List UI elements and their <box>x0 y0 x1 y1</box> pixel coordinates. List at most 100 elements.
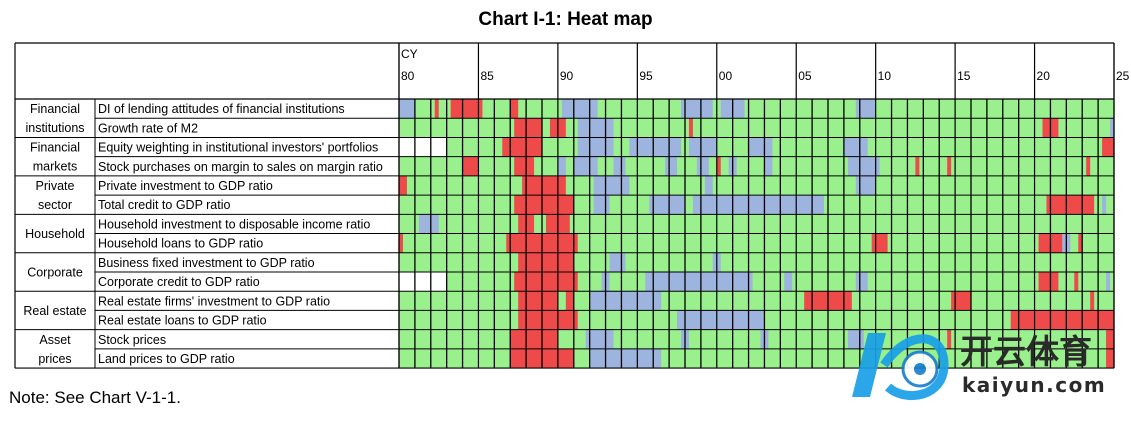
cell-blue <box>418 214 439 234</box>
group-label: Real estate <box>23 304 86 318</box>
row-label: Private investment to GDP ratio <box>98 179 273 193</box>
group-label: sector <box>38 198 72 212</box>
group-label: Corporate <box>27 265 83 279</box>
group-label: Private <box>36 179 75 193</box>
cell-green <box>399 175 1114 196</box>
watermark-brand-cn: 开云体育 <box>960 332 1092 371</box>
cell-red <box>1086 156 1091 176</box>
row-label: Business fixed investment to GDP ratio <box>98 256 315 270</box>
heat-map-grid <box>14 42 1115 369</box>
cell-blue <box>855 175 876 196</box>
cell-red <box>1010 310 1114 330</box>
cell-blue <box>609 252 626 272</box>
cell-red <box>1090 291 1095 311</box>
row-label: Stock purchases on margin to sales on ma… <box>98 160 383 174</box>
cell-blue <box>629 137 682 157</box>
year-tick-label: 10 <box>878 69 892 83</box>
cell-green <box>399 214 1114 234</box>
cell-blue <box>677 310 765 330</box>
cell-green <box>399 291 1114 311</box>
heat-map-labels: CY 80 85 90 95 00 05 10 15 20 25 DI of lending atti… <box>23 47 1129 366</box>
group-label: Financial <box>30 102 80 116</box>
cell-blue <box>561 99 598 119</box>
row-label: Household loans to GDP ratio <box>98 237 263 251</box>
group-label: Asset <box>39 333 71 347</box>
cell-red <box>1102 137 1114 157</box>
cell-red <box>522 175 566 196</box>
year-tick-label: 95 <box>639 69 653 83</box>
cell-red <box>502 137 542 157</box>
row-label: Land prices to GDP ratio <box>98 352 235 366</box>
row-label: DI of lending attitudes of financial ins… <box>98 102 345 116</box>
cell-red <box>434 99 439 119</box>
row-label: Household investment to disposable incom… <box>98 217 370 231</box>
cell-red <box>1046 195 1095 215</box>
cell-red <box>399 233 403 253</box>
year-tick-label: 85 <box>480 69 494 83</box>
cell-blue <box>645 271 753 292</box>
row-label: Total credit to GDP ratio <box>98 198 231 212</box>
cell-blue <box>399 99 415 119</box>
cell-blue <box>784 271 793 292</box>
cell-blue <box>557 156 566 176</box>
cell-red <box>462 156 479 176</box>
group-label: Household <box>25 227 85 241</box>
cell-red <box>514 195 574 215</box>
cell-red <box>915 156 920 176</box>
cell-red <box>510 99 519 119</box>
cell-red <box>1038 271 1059 292</box>
year-tick-label: 80 <box>401 69 415 83</box>
cell-red <box>450 99 483 119</box>
kaiyun-watermark-logo: 开云体育 kaiyun.com <box>852 332 1106 400</box>
cell-blue <box>613 156 626 176</box>
row-label: Equity weighting in institutional invest… <box>98 141 378 155</box>
cell-blue <box>593 195 610 215</box>
watermark-brand-en: kaiyun.com <box>962 373 1106 397</box>
cell-red <box>514 156 535 176</box>
cell-red <box>947 329 952 349</box>
cell-green <box>399 156 1114 176</box>
cell-blue <box>577 118 614 138</box>
cell-red <box>871 233 888 253</box>
cell-red <box>951 291 971 311</box>
year-tick-label: 15 <box>957 69 971 83</box>
cell-blue <box>1110 118 1114 138</box>
cell-blue <box>585 329 614 349</box>
cell-red <box>518 310 578 330</box>
cell-blue <box>649 195 685 215</box>
cell-red <box>518 252 574 272</box>
cell-blue <box>593 175 630 196</box>
cell-blue <box>855 99 876 119</box>
year-tick-label: 20 <box>1037 69 1051 83</box>
cell-red <box>947 156 952 176</box>
chart-title: Chart I-1: Heat map <box>478 9 653 30</box>
row-label: Growth rate of M2 <box>98 121 198 135</box>
year-tick-label: 90 <box>560 69 574 83</box>
cell-blue <box>764 156 773 176</box>
group-label: markets <box>33 160 77 174</box>
row-label: Corporate credit to GDP ratio <box>98 275 260 289</box>
cell-red <box>514 271 578 292</box>
cell-red <box>1106 329 1114 349</box>
cell-blue <box>665 156 678 176</box>
cell-blue <box>573 156 598 176</box>
cell-green <box>399 252 1114 272</box>
cell-blue <box>688 137 717 157</box>
chart-note: Note: See Chart V-1-1. <box>9 388 181 407</box>
cell-red <box>399 175 407 196</box>
cell-red <box>510 329 558 349</box>
cell-blue <box>589 291 662 311</box>
group-label: institutions <box>25 121 84 135</box>
cell-red <box>688 118 693 138</box>
cell-blue <box>855 271 868 292</box>
cell-red <box>716 156 721 176</box>
cell-green <box>399 99 1114 119</box>
year-tick-label: 25 <box>1116 69 1130 83</box>
cell-blue <box>843 137 868 157</box>
cell-blue <box>577 137 614 157</box>
row-label: Real estate firms' investment to GDP rat… <box>98 294 330 308</box>
cell-red <box>565 291 574 311</box>
row-label: Real estate loans to GDP ratio <box>98 314 267 328</box>
year-tick-label: 00 <box>719 69 733 83</box>
